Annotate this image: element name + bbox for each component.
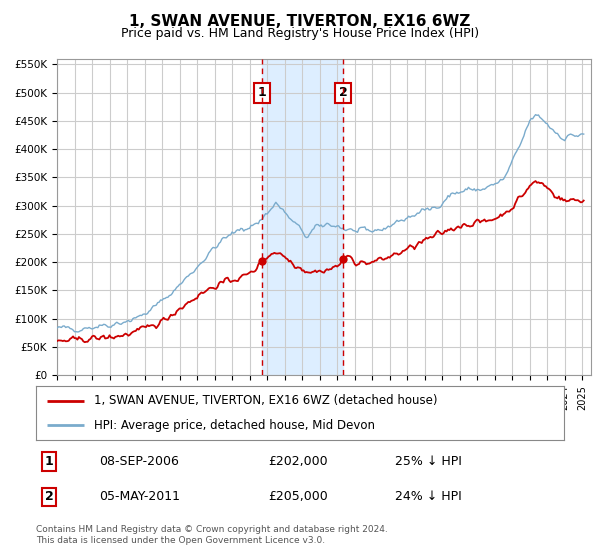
- Text: HPI: Average price, detached house, Mid Devon: HPI: Average price, detached house, Mid …: [94, 419, 375, 432]
- Text: 24% ↓ HPI: 24% ↓ HPI: [395, 491, 462, 503]
- Text: £202,000: £202,000: [268, 455, 328, 468]
- Bar: [262, 59, 343, 375]
- Text: This data is licensed under the Open Government Licence v3.0.: This data is licensed under the Open Gov…: [36, 536, 325, 545]
- Text: 1: 1: [45, 455, 53, 468]
- Text: 2: 2: [339, 86, 347, 99]
- Text: 08-SEP-2006: 08-SEP-2006: [100, 455, 179, 468]
- Text: 05-MAY-2011: 05-MAY-2011: [100, 491, 181, 503]
- Text: 2: 2: [45, 491, 53, 503]
- Text: £205,000: £205,000: [268, 491, 328, 503]
- Text: 1, SWAN AVENUE, TIVERTON, EX16 6WZ (detached house): 1, SWAN AVENUE, TIVERTON, EX16 6WZ (deta…: [94, 394, 437, 407]
- Text: Contains HM Land Registry data © Crown copyright and database right 2024.: Contains HM Land Registry data © Crown c…: [36, 525, 388, 534]
- Text: Price paid vs. HM Land Registry's House Price Index (HPI): Price paid vs. HM Land Registry's House …: [121, 27, 479, 40]
- Text: 25% ↓ HPI: 25% ↓ HPI: [395, 455, 462, 468]
- Text: 1: 1: [257, 86, 266, 99]
- Text: 1, SWAN AVENUE, TIVERTON, EX16 6WZ: 1, SWAN AVENUE, TIVERTON, EX16 6WZ: [130, 14, 470, 29]
